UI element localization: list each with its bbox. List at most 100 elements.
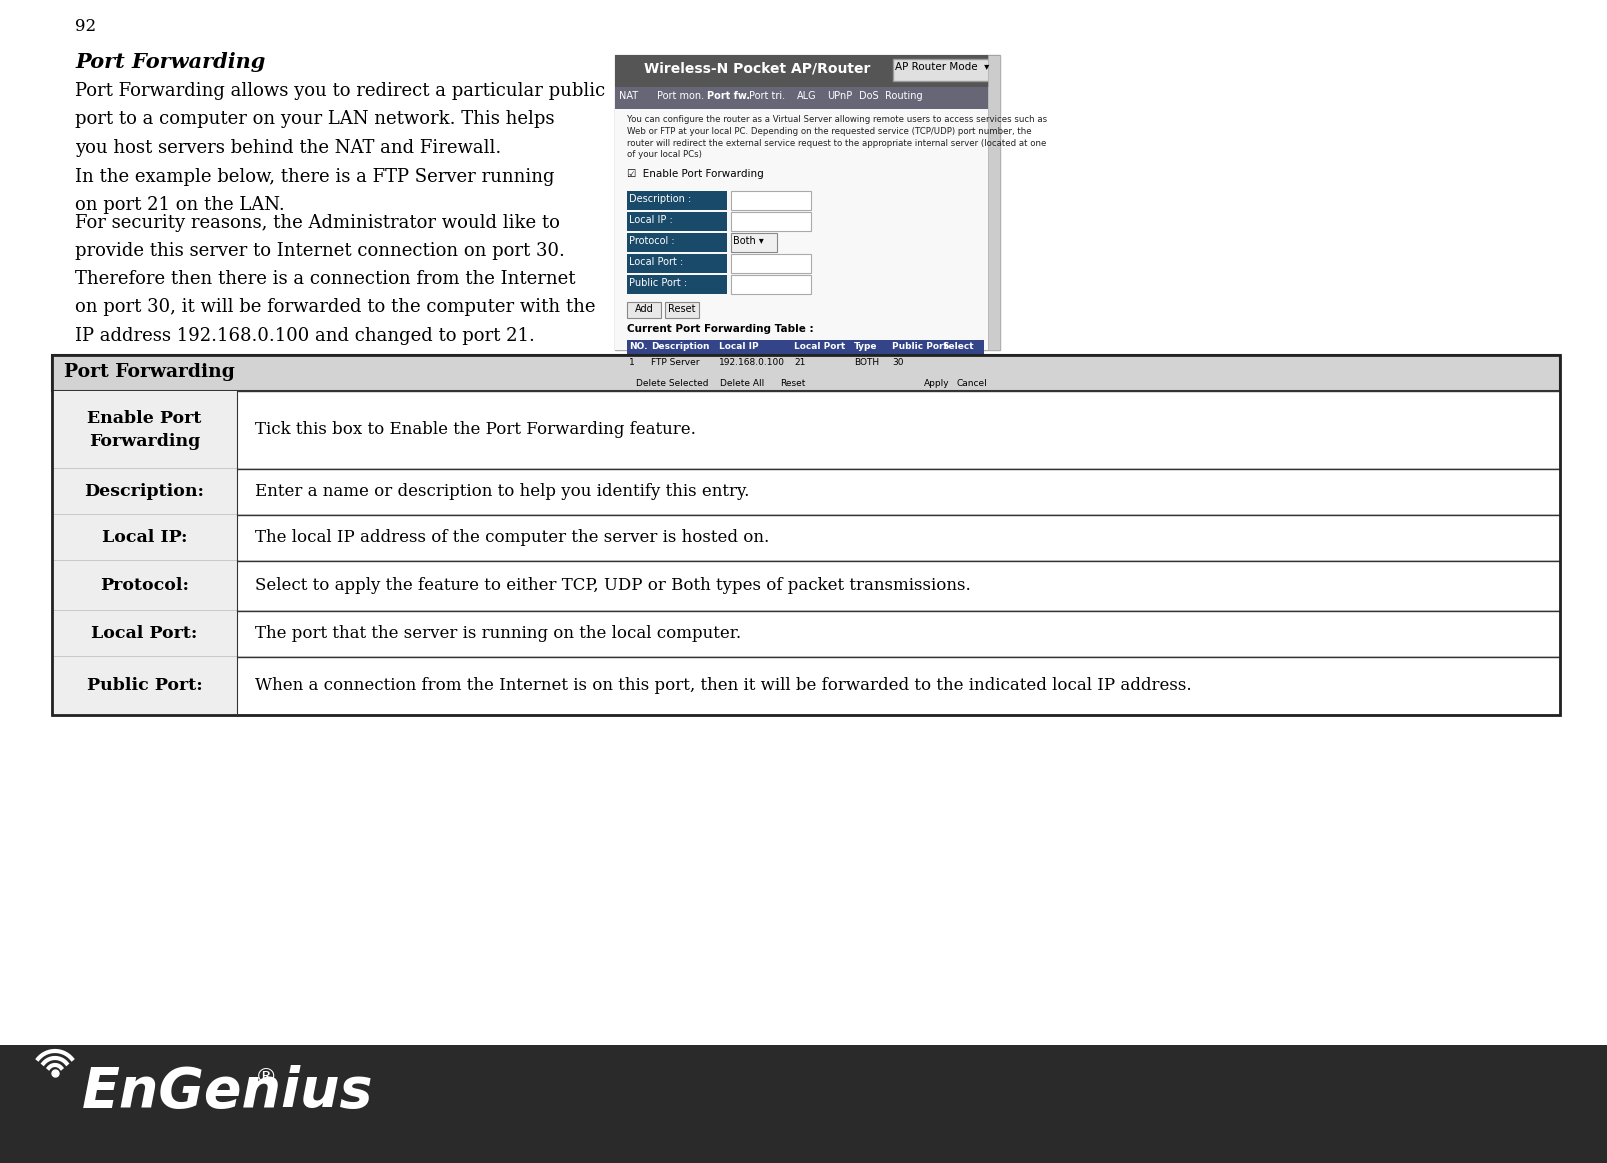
Bar bbox=[665, 302, 699, 317]
Bar bbox=[51, 391, 1560, 469]
Bar bbox=[731, 274, 812, 294]
Text: Wireless-N Pocket AP/Router: Wireless-N Pocket AP/Router bbox=[644, 60, 871, 74]
Text: Both ▾: Both ▾ bbox=[733, 236, 763, 247]
Bar bbox=[627, 212, 726, 231]
Bar bbox=[0, 1046, 1607, 1163]
Bar bbox=[51, 469, 236, 515]
Bar bbox=[731, 191, 812, 211]
Bar bbox=[627, 356, 983, 372]
Bar bbox=[627, 191, 726, 211]
Bar bbox=[627, 233, 726, 252]
Text: Delete All: Delete All bbox=[720, 379, 765, 388]
Text: Apply: Apply bbox=[924, 379, 950, 388]
Text: 192.168.0.100: 192.168.0.100 bbox=[718, 358, 784, 368]
Text: UPnP: UPnP bbox=[828, 91, 852, 101]
Text: Description: Description bbox=[651, 342, 710, 351]
Text: BOTH: BOTH bbox=[853, 358, 879, 368]
Bar bbox=[627, 302, 660, 317]
Text: Protocol :: Protocol : bbox=[628, 236, 675, 247]
Text: Port tri.: Port tri. bbox=[749, 91, 786, 101]
Text: ®: ® bbox=[256, 1066, 278, 1087]
Text: Local IP:: Local IP: bbox=[101, 529, 188, 547]
Bar bbox=[942, 359, 951, 369]
Bar bbox=[731, 233, 778, 252]
Text: AP Router Mode  ▾: AP Router Mode ▾ bbox=[895, 62, 990, 72]
Text: FTP Server: FTP Server bbox=[651, 358, 699, 368]
Bar bbox=[51, 469, 1560, 515]
Text: The local IP address of the computer the server is hosted on.: The local IP address of the computer the… bbox=[256, 529, 770, 547]
Text: Current Port Forwarding Table :: Current Port Forwarding Table : bbox=[627, 324, 813, 334]
Text: Type: Type bbox=[853, 342, 877, 351]
Text: Public Port:: Public Port: bbox=[87, 678, 202, 694]
Bar bbox=[51, 355, 1560, 715]
Bar bbox=[51, 611, 1560, 657]
Text: Select to apply the feature to either TCP, UDP or Both types of packet transmiss: Select to apply the feature to either TC… bbox=[256, 578, 971, 594]
Text: 92: 92 bbox=[76, 17, 96, 35]
Text: Enable Port
Forwarding: Enable Port Forwarding bbox=[87, 411, 202, 450]
Bar bbox=[951, 378, 992, 392]
Text: Reset: Reset bbox=[669, 304, 696, 314]
Bar bbox=[51, 657, 236, 715]
Text: ☑  Enable Port Forwarding: ☑ Enable Port Forwarding bbox=[627, 169, 763, 179]
Text: NO.: NO. bbox=[628, 342, 648, 351]
Text: Add: Add bbox=[635, 304, 654, 314]
Text: Cancel: Cancel bbox=[956, 379, 987, 388]
Text: Local Port:: Local Port: bbox=[92, 626, 198, 642]
Text: Therefore then there is a connection from the Internet
on port 30, it will be fo: Therefore then there is a connection fro… bbox=[76, 270, 596, 345]
Bar bbox=[893, 59, 998, 81]
Text: Enter a name or description to help you identify this entry.: Enter a name or description to help you … bbox=[256, 484, 749, 500]
Text: Port fw.: Port fw. bbox=[707, 91, 750, 101]
Text: Port Forwarding: Port Forwarding bbox=[76, 52, 265, 72]
Text: Description:: Description: bbox=[85, 484, 204, 500]
Text: Reset: Reset bbox=[779, 379, 805, 388]
Bar bbox=[627, 340, 983, 356]
Bar bbox=[919, 378, 953, 392]
Text: EnGenius: EnGenius bbox=[82, 1065, 373, 1119]
Bar bbox=[710, 378, 775, 392]
Text: Port Forwarding allows you to redirect a particular public
port to a computer on: Port Forwarding allows you to redirect a… bbox=[76, 83, 606, 157]
Bar bbox=[615, 87, 988, 109]
Bar bbox=[51, 515, 1560, 561]
Text: Local Port :: Local Port : bbox=[628, 257, 683, 267]
Text: Port mon.: Port mon. bbox=[657, 91, 704, 101]
Text: NAT: NAT bbox=[619, 91, 638, 101]
Text: Select: Select bbox=[942, 342, 974, 351]
Bar bbox=[775, 378, 810, 392]
Text: Routing: Routing bbox=[885, 91, 922, 101]
Text: Local IP: Local IP bbox=[718, 342, 759, 351]
Bar bbox=[51, 355, 1560, 391]
Text: The port that the server is running on the local computer.: The port that the server is running on t… bbox=[256, 626, 741, 642]
Text: Public Port :: Public Port : bbox=[628, 278, 688, 288]
Bar bbox=[627, 274, 726, 294]
Bar bbox=[51, 611, 236, 657]
Text: Public Port: Public Port bbox=[892, 342, 948, 351]
Bar bbox=[51, 561, 1560, 611]
Bar bbox=[51, 391, 236, 469]
Bar bbox=[988, 55, 1000, 350]
Text: You can configure the router as a Virtual Server allowing remote users to access: You can configure the router as a Virtua… bbox=[627, 115, 1048, 159]
Text: When a connection from the Internet is on this port, then it will be forwarded t: When a connection from the Internet is o… bbox=[256, 678, 1192, 694]
Text: Tick this box to Enable the Port Forwarding feature.: Tick this box to Enable the Port Forward… bbox=[256, 421, 696, 438]
Text: 30: 30 bbox=[892, 358, 903, 368]
Text: For security reasons, the Administrator would like to
provide this server to Int: For security reasons, the Administrator … bbox=[76, 214, 566, 261]
Bar bbox=[615, 55, 1000, 87]
Text: 21: 21 bbox=[794, 358, 805, 368]
Text: Local Port: Local Port bbox=[794, 342, 845, 351]
Bar bbox=[731, 212, 812, 231]
Text: 1: 1 bbox=[628, 358, 635, 368]
Bar bbox=[51, 515, 236, 561]
Bar bbox=[627, 378, 717, 392]
Bar bbox=[51, 657, 1560, 715]
Bar bbox=[731, 254, 812, 273]
Text: DoS: DoS bbox=[860, 91, 879, 101]
Bar bbox=[615, 109, 988, 350]
Bar bbox=[615, 55, 1000, 350]
Bar bbox=[627, 254, 726, 273]
Bar bbox=[51, 561, 236, 611]
Text: Protocol:: Protocol: bbox=[100, 578, 190, 594]
Text: ALG: ALG bbox=[797, 91, 816, 101]
Text: In the example below, there is a FTP Server running
on port 21 on the LAN.: In the example below, there is a FTP Ser… bbox=[76, 167, 554, 214]
Text: Description :: Description : bbox=[628, 194, 691, 204]
Text: Port Forwarding: Port Forwarding bbox=[64, 363, 235, 381]
Text: Delete Selected: Delete Selected bbox=[636, 379, 709, 388]
